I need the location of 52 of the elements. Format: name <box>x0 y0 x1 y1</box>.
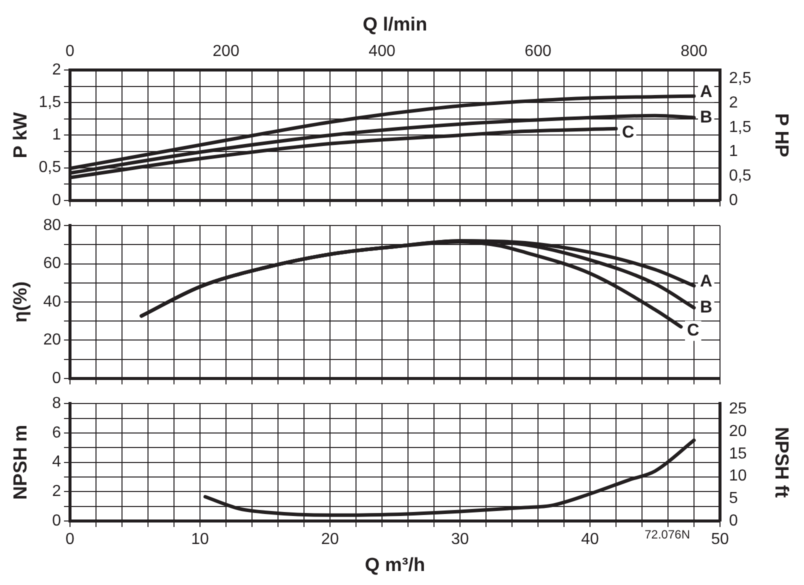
y2-tick-label: 15 <box>729 445 747 462</box>
y-tick-label: 40 <box>43 293 62 310</box>
y2-tick-label: 5 <box>729 490 738 508</box>
series-label: C <box>622 122 634 142</box>
x2-axis-title: Q l/min <box>362 14 428 36</box>
x2-tick-label: 800 <box>680 42 708 60</box>
x2-tick-label: 400 <box>368 42 396 60</box>
text: 72.076N <box>644 527 690 542</box>
x-tick-label: 50 <box>711 531 729 548</box>
x2-tick-label: 600 <box>524 42 552 60</box>
y-axis-title: NPSH m <box>10 424 32 500</box>
y2-tick-label: 2,5 <box>729 70 752 88</box>
y2-tick-label: 2 <box>729 94 738 112</box>
series-label: B <box>700 107 712 126</box>
series-label: B <box>700 297 712 316</box>
series-label: A <box>700 271 712 290</box>
x-tick-label: 30 <box>451 531 469 548</box>
x-axis-title: Q m³/h <box>364 554 426 576</box>
y-tick-label: 0 <box>52 370 62 387</box>
y2-tick-label: 0,5 <box>729 167 752 184</box>
x-tick-label: 0 <box>66 531 75 548</box>
x2-tick-label: 0 <box>66 42 75 60</box>
y-tick-label: 0 <box>52 512 62 530</box>
y2-tick-label: 20 <box>729 422 747 440</box>
x-tick-label: 40 <box>581 531 599 548</box>
series-label: A <box>700 82 712 101</box>
x-tick-label: 20 <box>321 531 339 548</box>
y-tick-label: 8 <box>52 395 62 412</box>
y2-tick-label: 25 <box>729 400 747 418</box>
y-tick-label: 1,5 <box>38 94 62 112</box>
y-tick-label: 0 <box>52 192 62 209</box>
y-tick-label: 4 <box>52 454 62 471</box>
x-tick-label: 10 <box>191 531 209 548</box>
y-tick-label: 0,5 <box>38 159 62 176</box>
y-tick-label: 1 <box>52 126 62 144</box>
y-axis-title: P kW <box>10 112 32 158</box>
y-tick-label: 2 <box>52 483 62 500</box>
y2-tick-label: 1 <box>729 143 738 160</box>
y-axis-title: η(%) <box>10 281 32 323</box>
x2-tick-label: 200 <box>212 42 240 60</box>
y2-tick-label: 1,5 <box>729 118 752 136</box>
y2-axis-title: P HP <box>770 113 792 158</box>
y2-axis-title: NPSH ft <box>770 426 792 498</box>
y-tick-label: 20 <box>43 332 62 349</box>
series-label: C <box>687 320 700 340</box>
y-tick-label: 60 <box>43 255 62 272</box>
y2-tick-label: 0 <box>729 512 738 530</box>
y-tick-label: 6 <box>52 424 62 442</box>
y2-tick-label: 10 <box>729 468 747 485</box>
y2-tick-label: 0 <box>729 192 738 209</box>
y-tick-label: 80 <box>43 217 62 234</box>
y-tick-label: 2 <box>52 61 62 78</box>
